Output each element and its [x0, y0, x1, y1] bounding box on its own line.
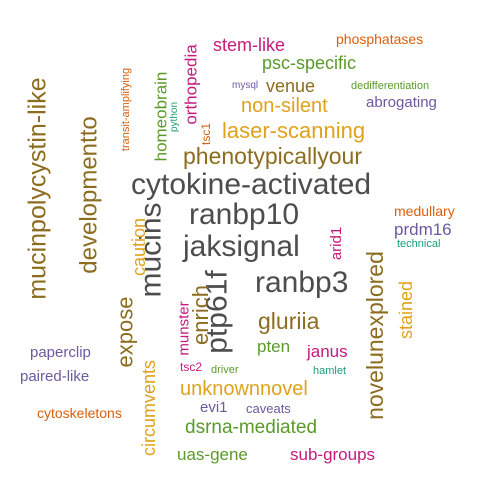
word-paired-like: paired-like [20, 368, 90, 385]
word-novelunexplored: novelunexplored [361, 251, 388, 420]
word-mysql: mysql [232, 80, 259, 91]
word-phosphatases: phosphatases [336, 31, 424, 47]
word-python: python [169, 101, 181, 133]
word-developmentto: developmentto [75, 116, 103, 274]
word-expose: expose [112, 296, 138, 368]
word-munster: munster [175, 301, 193, 356]
word-paperclip: paperclip [30, 344, 91, 361]
word-circumvents: circumvents [139, 359, 160, 457]
word-ranbp3: ranbp3 [255, 266, 349, 299]
word-sub-groups: sub-groups [290, 445, 376, 464]
word-tsc2: tsc2 [180, 360, 203, 374]
word-dsrna-mediated: dsrna-mediated [185, 417, 318, 438]
word-driver: driver [211, 364, 239, 376]
word-hamlet: hamlet [313, 365, 347, 377]
word-uas-gene: uas-gene [177, 445, 248, 464]
word-mucinpolycystin-like: mucinpolycystin-like [23, 77, 52, 300]
word-medullary: medullary [394, 203, 455, 219]
word-janus: janus [307, 342, 348, 361]
word-gluriia: gluriia [258, 308, 320, 334]
word-venue: venue [266, 76, 316, 96]
word-transit-amplifying: transit-amplifying [120, 67, 133, 152]
word-ranbp10: ranbp10 [189, 198, 300, 231]
word-stained: stained [396, 280, 417, 340]
word-jaksignal: jaksignal [183, 230, 300, 263]
word-laser-scanning: laser-scanning [222, 118, 366, 143]
word-cytokine-activated: cytokine-activated [131, 168, 372, 201]
word-caveats: caveats [246, 401, 291, 416]
word-pten: pten [257, 337, 291, 356]
word-non-silent: non-silent [241, 95, 328, 117]
word-arid1: arid1 [328, 226, 346, 261]
word-tsc1: tsc1 [199, 122, 214, 146]
word-orthopedia: orthopedia [181, 44, 201, 125]
word-technical: technical [397, 238, 441, 250]
word-evi1: evi1 [200, 399, 228, 416]
word-unknownnovel: unknownnovel [180, 378, 308, 400]
word-caution: caution [129, 217, 150, 277]
word-dedifferentiation: dedifferentiation [351, 80, 430, 92]
word-abrogating: abrogating [366, 94, 437, 111]
word-homeobrain: homeobrain [151, 71, 171, 162]
word-prdm16: prdm16 [394, 220, 452, 239]
word-psc-specific: psc-specific [262, 53, 357, 73]
word-enrich: enrich [187, 285, 213, 345]
word-phenotypicallyour: phenotypicallyour [183, 143, 363, 169]
word-stem-like: stem-like [213, 35, 286, 55]
word-cytoskeletons: cytoskeletons [37, 405, 122, 421]
